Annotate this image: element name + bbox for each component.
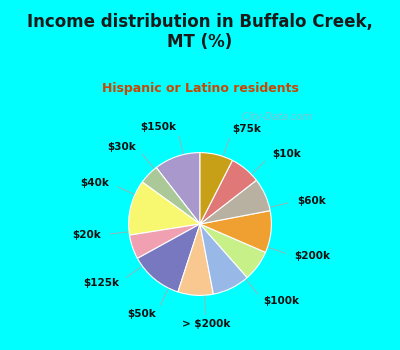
Wedge shape: [178, 224, 213, 295]
Text: City-Data.com: City-Data.com: [236, 112, 312, 122]
Wedge shape: [142, 168, 200, 224]
Text: $125k: $125k: [83, 278, 119, 288]
Wedge shape: [138, 224, 200, 292]
Wedge shape: [156, 153, 200, 224]
Wedge shape: [200, 211, 271, 252]
Text: $30k: $30k: [108, 142, 136, 152]
Wedge shape: [200, 153, 232, 224]
Text: $200k: $200k: [294, 251, 330, 261]
Text: $150k: $150k: [141, 122, 177, 132]
Text: $10k: $10k: [272, 149, 300, 160]
Wedge shape: [200, 160, 256, 224]
Text: $20k: $20k: [72, 230, 101, 240]
Text: $75k: $75k: [232, 125, 261, 134]
Text: > $200k: > $200k: [182, 319, 230, 329]
Wedge shape: [200, 224, 266, 278]
Text: Hispanic or Latino residents: Hispanic or Latino residents: [102, 82, 298, 95]
Wedge shape: [200, 180, 270, 224]
Text: $60k: $60k: [297, 196, 326, 206]
Text: $100k: $100k: [264, 296, 300, 306]
Text: Income distribution in Buffalo Creek,
MT (%): Income distribution in Buffalo Creek, MT…: [27, 13, 373, 51]
Wedge shape: [200, 224, 247, 294]
Text: $40k: $40k: [80, 178, 109, 188]
Wedge shape: [130, 224, 200, 258]
Wedge shape: [129, 182, 200, 235]
Text: $50k: $50k: [127, 309, 156, 319]
